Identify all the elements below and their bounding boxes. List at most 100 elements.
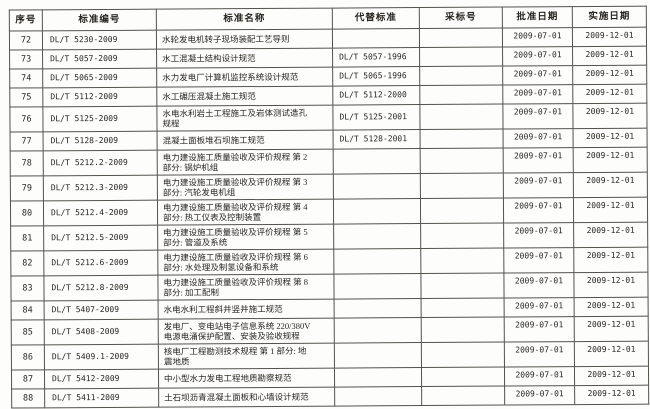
cell-adopted (421, 317, 505, 343)
cell-replaces: DL/T 5065-1996 (332, 66, 420, 87)
cell-effective: 2009-12-01 (574, 297, 649, 317)
cell-effective: 2009-12-01 (573, 247, 648, 273)
cell-approved: 2009-07-01 (503, 147, 574, 174)
cell-adopted (419, 66, 503, 86)
cell-name: 电力建设施工质量验收及评价规程 第 2 部分: 锅炉机组 (157, 149, 334, 176)
cell-effective: 2009-12-01 (573, 147, 648, 173)
cell-adopted (421, 342, 505, 368)
cell-effective: 2009-12-01 (573, 128, 648, 148)
cell-replaces (334, 386, 422, 407)
cell-approved: 2009-07-01 (503, 272, 575, 299)
cell-replaces (334, 298, 422, 319)
column-header-effective: 实施日期 (572, 6, 647, 28)
cell-effective: 2009-12-01 (574, 366, 649, 386)
cell-replaces (333, 148, 421, 175)
cell-adopted (421, 367, 505, 387)
standards-table: 序号 标准编号 标准名称 代替标准 采标号 批准日期 实施日期 72 DL/T 5230-20… (9, 6, 649, 409)
cell-effective: 2009-12-01 (573, 197, 648, 223)
table-row: 76 DL/T 5125-2009 水电水利岩土工程施工及岩体测试造孔 规程 DL/T… (9, 103, 648, 133)
cell-name: 电力建设施工质量验收及评价规程 第 6 部分: 水处理及制氢设备和系统 (157, 249, 334, 276)
table-row: 85 DL/T 5408-2009 发电厂、变电站电子信息系统 220/380V 电… (11, 316, 649, 346)
cell-code: DL/T 5230-2009 (42, 30, 157, 50)
cell-adopted (420, 273, 505, 299)
cell-code: DL/T 5212.5-2009 (43, 225, 158, 251)
cell-index: 80 (10, 200, 44, 227)
table-body: 72 DL/T 5230-2009 水轮发电机转子现场装配工艺导则 2009-07-0… (9, 27, 649, 409)
cell-index: 83 (10, 275, 45, 302)
cell-name: 电力建设施工质量验收及评价规程 第 5 部分: 管道及系统 (157, 224, 334, 251)
cell-index: 73 (9, 49, 43, 70)
table-row: 81 DL/T 5212.5-2009 电力建设施工质量验收及评价规程 第 5 部分… (10, 222, 648, 252)
cell-index: 72 (9, 30, 43, 51)
cell-code: DL/T 5212.8-2009 (43, 275, 159, 301)
cell-effective: 2009-12-01 (574, 385, 649, 405)
cell-index: 88 (11, 388, 45, 409)
cell-index: 87 (11, 369, 45, 390)
cell-replaces (333, 273, 422, 300)
cell-code: DL/T 5408-2009 (44, 319, 159, 345)
cell-effective: 2009-12-01 (572, 84, 647, 104)
cell-effective: 2009-12-01 (572, 103, 648, 129)
cell-replaces: DL/T 5125-2001 (332, 104, 421, 131)
cell-effective: 2009-12-01 (573, 272, 649, 298)
cell-code: DL/T 5212.2-2009 (43, 150, 158, 176)
cell-replaces: DL/T 5128-2001 (333, 129, 421, 150)
cell-code: DL/T 5411-2009 (44, 388, 159, 408)
cell-index: 75 (9, 87, 43, 108)
cell-adopted (421, 386, 505, 406)
cell-index: 82 (10, 250, 44, 277)
column-header-approved: 批准日期 (502, 6, 573, 29)
cell-name: 中小型水力发电工程地质勘察规范 (158, 368, 335, 389)
cell-code: DL/T 5212.3-2009 (43, 175, 158, 201)
column-header-index: 序号 (9, 9, 43, 32)
cell-replaces (334, 342, 422, 369)
cell-name: 水力发电厂计算机监控系统设计规范 (156, 67, 333, 88)
cell-code: DL/T 5128-2009 (43, 131, 158, 151)
table-row: 79 DL/T 5212.3-2009 电力建设施工质量验收及评价规程 第 3 部分… (10, 172, 648, 202)
cell-approved: 2009-07-01 (504, 385, 575, 406)
cell-effective: 2009-12-01 (574, 341, 649, 367)
cell-index: 84 (11, 300, 45, 321)
cell-replaces (333, 173, 421, 200)
cell-replaces (333, 248, 421, 275)
cell-approved: 2009-07-01 (503, 128, 574, 149)
table-row: 86 DL/T 5409.1-2009 核电厂工程勘测技术规程 第 1 部分: 地 … (11, 341, 649, 371)
cell-adopted (420, 173, 504, 199)
table-row: 80 DL/T 5212.4-2009 电力建设施工质量验收及评价规程 第 4 部分… (10, 197, 648, 227)
cell-effective: 2009-12-01 (573, 222, 648, 248)
cell-name: 水工混凝土结构设计规范 (156, 48, 333, 69)
cell-name: 混凝土面板堆石坝施工规范 (157, 130, 334, 151)
column-header-replaces: 代替标准 (332, 7, 420, 30)
cell-index: 77 (10, 131, 44, 152)
cell-name: 电力建设施工质量验收及评价规程 第 8 部分: 加工配制 (157, 274, 335, 301)
cell-approved: 2009-07-01 (502, 84, 573, 105)
table-row: 78 DL/T 5212.2-2009 电力建设施工质量验收及评价规程 第 2 部分… (10, 147, 648, 177)
column-header-code: 标准编号 (42, 9, 157, 31)
table-row: 88 DL/T 5411-2009 土石坝沥青混凝土面板和心墙设计规范 2009-07… (11, 385, 649, 409)
cell-name: 土石坝沥青混凝土面板和心墙设计规范 (158, 387, 335, 408)
column-header-adopted: 采标号 (419, 7, 503, 29)
cell-approved: 2009-07-01 (503, 197, 574, 224)
cell-replaces (332, 28, 420, 49)
cell-effective: 2009-12-01 (572, 27, 647, 47)
cell-approved: 2009-07-01 (504, 316, 575, 343)
standards-table-container: 序号 标准编号 标准名称 代替标准 采标号 批准日期 实施日期 72 DL/T 5230-20… (9, 6, 649, 409)
cell-name: 发电厂、变电站电子信息系统 220/380V 电源电涌保护配置、安装及验收规程 (158, 318, 335, 345)
cell-replaces (334, 367, 422, 388)
cell-approved: 2009-07-01 (504, 366, 575, 387)
cell-approved: 2009-07-01 (502, 103, 574, 130)
cell-effective: 2009-12-01 (573, 172, 648, 198)
cell-adopted (420, 129, 504, 149)
cell-name: 水工碾压混凝土施工规范 (156, 86, 333, 107)
cell-index: 86 (11, 344, 45, 371)
cell-adopted (420, 148, 504, 174)
cell-effective: 2009-12-01 (574, 316, 649, 342)
table-row: 82 DL/T 5212.6-2009 电力建设施工质量验收及评价规程 第 6 部分… (10, 247, 648, 277)
cell-replaces: DL/T 5057-1996 (332, 47, 420, 68)
cell-index: 79 (10, 175, 44, 202)
cell-approved: 2009-07-01 (504, 297, 575, 318)
cell-code: DL/T 5407-2009 (44, 300, 159, 320)
cell-approved: 2009-07-01 (502, 46, 573, 67)
cell-replaces (334, 317, 422, 344)
cell-code: DL/T 5409.1-2009 (44, 344, 159, 370)
